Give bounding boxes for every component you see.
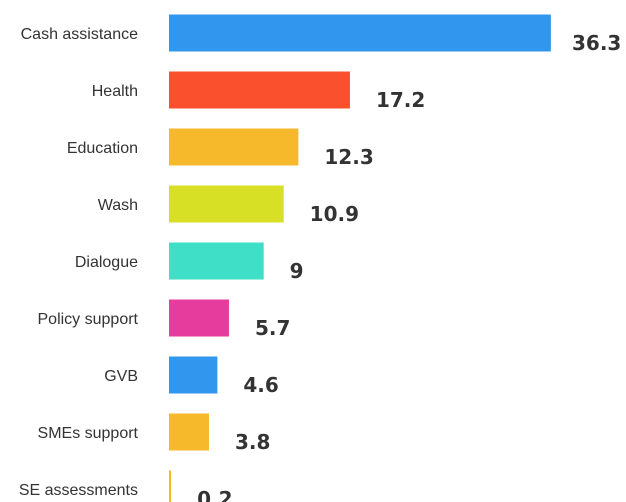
- category-label-education: Education: [67, 140, 138, 157]
- bar-smes-support: [169, 413, 209, 451]
- category-label-wash: Wash: [98, 197, 138, 214]
- bar-policy-support: [169, 299, 229, 337]
- bar-wash: [169, 185, 284, 223]
- bar-se-assessments: [169, 470, 172, 502]
- value-label-wash: 10.9: [310, 202, 359, 226]
- category-label-dialogue: Dialogue: [75, 254, 138, 271]
- value-label-se-assessments: 0.2: [197, 487, 232, 502]
- bars-group: [169, 14, 551, 502]
- category-labels-group: Cash assistance Health Education Wash Dialog…: [19, 26, 139, 499]
- value-label-cash-assistance: 36.3: [572, 31, 621, 55]
- category-label-policy-support: Policy support: [38, 311, 139, 328]
- category-label-se-assessments: SE assessments: [19, 482, 138, 499]
- value-label-smes-support: 3.8: [235, 430, 270, 454]
- category-label-smes-support: SMEs support: [38, 425, 139, 442]
- category-label-gvb: GVB: [104, 368, 138, 385]
- category-label-cash-assistance: Cash assistance: [21, 26, 138, 43]
- value-label-dialogue: 9: [290, 259, 304, 283]
- bar-cash-assistance: [169, 14, 551, 52]
- bar-health: [169, 71, 350, 109]
- category-label-health: Health: [92, 83, 138, 100]
- bar-dialogue: [169, 242, 264, 280]
- value-label-health: 17.2: [376, 88, 425, 112]
- bar-education: [169, 128, 299, 166]
- value-label-policy-support: 5.7: [255, 316, 290, 340]
- value-label-gvb: 4.6: [243, 373, 278, 397]
- bar-gvb: [169, 356, 218, 394]
- value-label-education: 12.3: [324, 145, 373, 169]
- value-labels-group: 36.3 17.2 12.3 10.9 9 5.7 4.6 3.8 0.2: [197, 31, 621, 502]
